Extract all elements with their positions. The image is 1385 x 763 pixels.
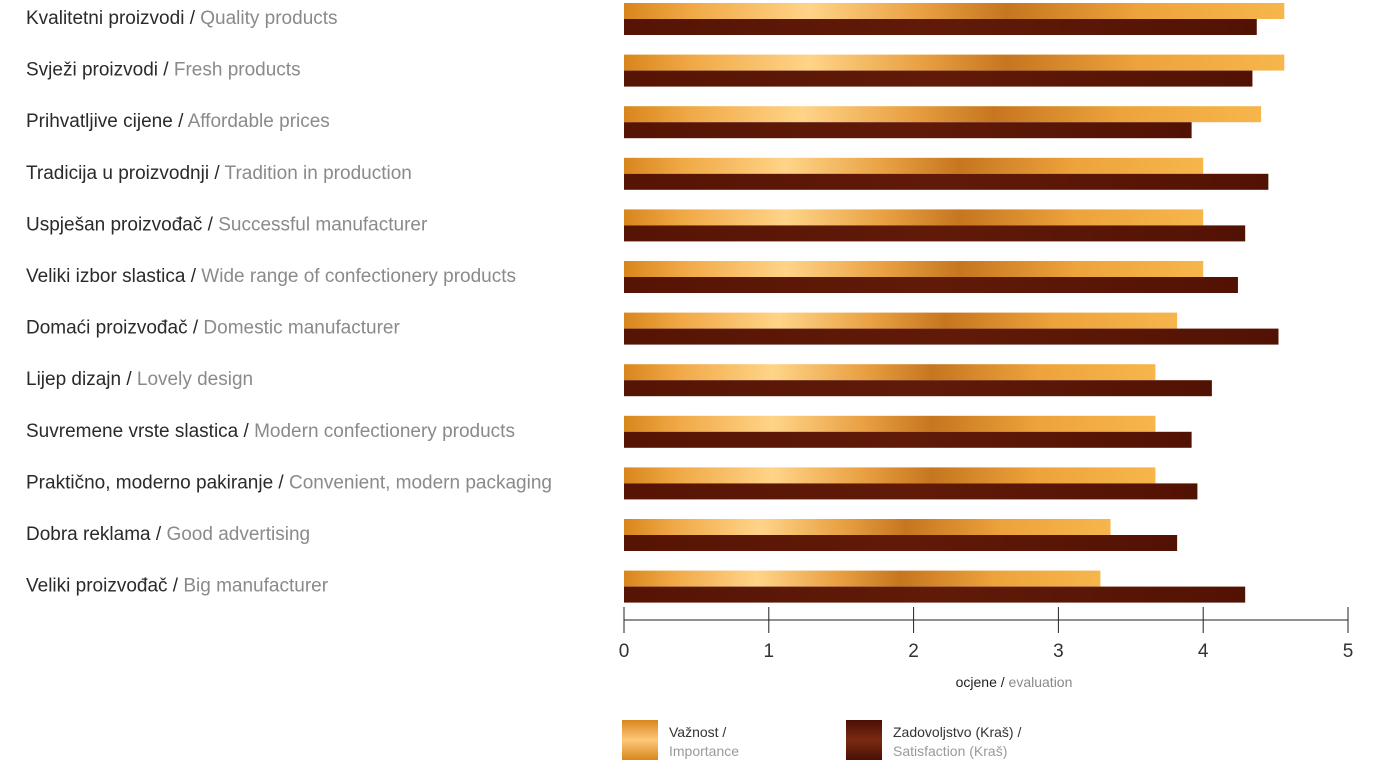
category-label-en: Tradition in production	[225, 163, 412, 184]
category-label-en: Modern confectionery products	[254, 421, 515, 442]
legend-label-local: Zadovoljstvo (Kraš) /	[893, 724, 1021, 740]
category-label: Dobra reklama / Good advertising	[26, 524, 310, 545]
legend-label-en: Satisfaction (Kraš)	[893, 743, 1007, 759]
legend-label-local: Važnost /	[669, 724, 726, 740]
category-label-local: Veliki izbor slastica /	[26, 266, 201, 287]
x-axis-title-local: ocjene /	[956, 674, 1009, 690]
bar-importance	[624, 54, 1285, 71]
category-label-en: Successful manufacturer	[218, 214, 428, 235]
category-label-en: Fresh products	[174, 60, 301, 81]
category-label: Domaći proizvođač / Domestic manufacture…	[26, 318, 400, 339]
bar-importance	[624, 364, 1156, 381]
bar-satisfaction	[624, 483, 1198, 500]
x-tick-label: 1	[764, 641, 775, 662]
bar-satisfaction	[624, 380, 1212, 397]
bar-importance	[624, 157, 1204, 174]
bar-importance	[624, 570, 1101, 587]
bar-satisfaction	[624, 122, 1192, 139]
category-label: Veliki izbor slastica / Wide range of co…	[26, 266, 516, 287]
category-label: Prihvatljive cijene / Affordable prices	[26, 111, 330, 132]
legend-label-en-text: Satisfaction (Kraš)	[893, 743, 1007, 759]
category-label-local: Tradicija u proizvodnji /	[26, 163, 225, 184]
category-label: Svježi proizvodi / Fresh products	[26, 60, 301, 81]
category-label-en: Affordable prices	[188, 111, 330, 132]
category-label: Uspješan proizvođač / Successful manufac…	[26, 214, 428, 235]
category-label: Lijep dizajn / Lovely design	[26, 369, 253, 390]
category-label-en: Wide range of confectionery products	[201, 266, 516, 287]
category-label-en: Big manufacturer	[183, 576, 328, 597]
bar-importance	[624, 312, 1178, 329]
bar-satisfaction	[624, 70, 1253, 87]
bar-importance	[624, 519, 1111, 535]
category-label-local: Dobra reklama /	[26, 524, 166, 545]
category-label: Tradicija u proizvodnji / Tradition in p…	[26, 163, 412, 184]
legend-swatch-importance	[622, 720, 658, 760]
bar-satisfaction	[624, 19, 1257, 35]
legend-label-en: Importance	[669, 743, 739, 759]
category-label-en: Lovely design	[137, 369, 253, 390]
bar-satisfaction	[624, 328, 1279, 345]
category-label-local: Suvremene vrste slastica /	[26, 421, 254, 442]
category-label-local: Lijep dizajn /	[26, 369, 137, 390]
legend-swatch-satisfaction	[846, 720, 882, 760]
x-axis-title: ocjene / evaluation	[956, 674, 1073, 690]
bar-importance	[624, 3, 1285, 19]
bar-satisfaction	[624, 535, 1178, 551]
category-label-local: Domaći proizvođač /	[26, 318, 203, 339]
category-label-local: Veliki proizvođač /	[26, 576, 183, 597]
bar-importance	[624, 415, 1156, 432]
bar-importance	[624, 261, 1204, 277]
bar-importance	[624, 209, 1204, 226]
x-tick-label: 0	[619, 641, 630, 662]
category-label-en: Convenient, modern packaging	[289, 472, 552, 493]
bar-satisfaction	[624, 225, 1246, 242]
category-label-local: Praktično, moderno pakiranje /	[26, 472, 289, 493]
legend-label-en-text: Importance	[669, 743, 739, 759]
bar-importance	[624, 467, 1156, 484]
category-label-en: Quality products	[200, 8, 337, 29]
category-label-en: Good advertising	[166, 524, 310, 545]
category-label-local: Kvalitetni proizvodi /	[26, 8, 200, 29]
bar-satisfaction	[624, 586, 1246, 603]
category-label-local: Prihvatljive cijene /	[26, 111, 188, 132]
category-label: Praktično, moderno pakiranje / Convenien…	[26, 472, 552, 493]
x-axis-title-en: evaluation	[1009, 674, 1073, 690]
x-tick-label: 4	[1198, 641, 1209, 662]
category-label-local: Svježi proizvodi /	[26, 60, 174, 81]
x-tick-label: 5	[1343, 641, 1354, 662]
x-tick-label: 3	[1053, 641, 1064, 662]
bar-importance	[624, 106, 1262, 123]
category-label: Kvalitetni proizvodi / Quality products	[26, 8, 338, 29]
category-label: Veliki proizvođač / Big manufacturer	[26, 576, 329, 597]
bar-satisfaction	[624, 277, 1238, 293]
category-label-en: Domestic manufacturer	[203, 318, 400, 339]
bar-satisfaction	[624, 431, 1192, 448]
category-label: Suvremene vrste slastica / Modern confec…	[26, 421, 515, 442]
x-tick-label: 2	[908, 641, 919, 662]
category-label-local: Uspješan proizvođač /	[26, 214, 218, 235]
bar-satisfaction	[624, 173, 1269, 190]
